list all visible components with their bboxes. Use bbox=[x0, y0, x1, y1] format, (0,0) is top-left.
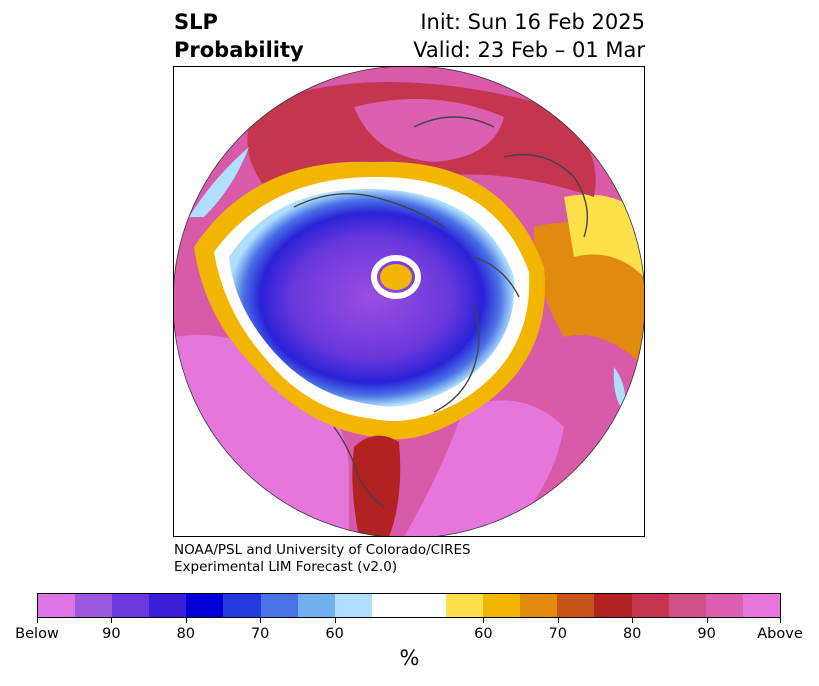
credit-line-1: NOAA/PSL and University of Colorado/CIRE… bbox=[174, 542, 471, 558]
colorbar bbox=[37, 593, 781, 618]
colorbar-segment bbox=[297, 594, 335, 617]
colorbar-segment bbox=[149, 594, 187, 617]
colorbar-unit: % bbox=[399, 646, 420, 670]
colorbar-tick-labels: Below 90 80 70 60 60 70 80 90 Above bbox=[15, 626, 803, 646]
credit: NOAA/PSL and University of Colorado/CIRE… bbox=[174, 542, 471, 576]
colorbar-segment bbox=[75, 594, 113, 617]
colorbar-tick-label: Below bbox=[15, 626, 59, 642]
init-date: Init: Sun 16 Feb 2025 bbox=[420, 10, 645, 34]
colorbar-segment bbox=[557, 594, 595, 617]
colorbar-tick-label: 90 bbox=[102, 626, 121, 642]
region-hudson-white bbox=[371, 255, 421, 299]
colorbar-tick bbox=[483, 618, 485, 623]
colorbar-segment bbox=[186, 594, 224, 617]
colorbar-segment bbox=[520, 594, 558, 617]
coastlines bbox=[293, 116, 589, 508]
title-right: Init: Sun 16 Feb 2025 Valid: 23 Feb – 01… bbox=[413, 8, 645, 64]
colorbar-segment bbox=[371, 594, 409, 617]
colorbar-segment bbox=[334, 594, 372, 617]
region-mexico-red bbox=[352, 435, 401, 536]
colorbar-tick-label: 70 bbox=[548, 626, 568, 642]
region-hudson-yellow bbox=[380, 264, 412, 290]
map-frame bbox=[173, 66, 645, 537]
title-probability: Probability bbox=[174, 38, 304, 62]
valid-range: Valid: 23 Feb – 01 Mar bbox=[413, 38, 645, 62]
colorbar-tick-label: 70 bbox=[250, 626, 270, 642]
colorbar-segment bbox=[260, 594, 298, 617]
region-low-below bbox=[229, 188, 515, 407]
colorbar-segment bbox=[112, 594, 150, 617]
colorbar-segment bbox=[705, 594, 743, 617]
colorbar-ticks bbox=[37, 618, 781, 624]
credit-line-2: Experimental LIM Forecast (v2.0) bbox=[174, 559, 398, 575]
colorbar-tick bbox=[111, 618, 113, 623]
colorbar-tick bbox=[37, 618, 38, 623]
colorbar-tick bbox=[185, 618, 187, 623]
colorbar-tick bbox=[260, 618, 262, 623]
colorbar-tick bbox=[706, 618, 708, 623]
region-siberia-magenta bbox=[354, 99, 504, 162]
colorbar-tick bbox=[632, 618, 634, 623]
colorbar-tick-label: 80 bbox=[622, 626, 642, 642]
probability-map bbox=[174, 67, 644, 536]
colorbar-segment bbox=[594, 594, 632, 617]
colorbar-tick bbox=[557, 618, 559, 623]
title-slp: SLP bbox=[174, 10, 218, 34]
colorbar-tick-label: 60 bbox=[474, 626, 493, 642]
colorbar-segment bbox=[668, 594, 706, 617]
colorbar-tick bbox=[780, 618, 781, 623]
colorbar-segment bbox=[223, 594, 261, 617]
colorbar-segment bbox=[38, 594, 76, 617]
colorbar-segment bbox=[742, 594, 780, 617]
region-aleutian-lightblue bbox=[189, 147, 249, 217]
colorbar-segment bbox=[483, 594, 521, 617]
title-left: SLP Probability bbox=[174, 8, 304, 64]
colorbar-tick-label: 80 bbox=[176, 626, 196, 642]
colorbar-segment bbox=[631, 594, 669, 617]
colorbar-segment bbox=[446, 594, 484, 617]
colorbar-tick-label: 60 bbox=[325, 626, 344, 642]
colorbar-tick bbox=[334, 618, 336, 623]
colorbar-tick-label: 90 bbox=[697, 626, 716, 642]
colorbar-segment bbox=[408, 594, 447, 617]
region-atlantic-above bbox=[404, 400, 564, 536]
colorbar-tick-label: Above bbox=[757, 626, 803, 642]
region-scandinavia-yellow bbox=[564, 194, 644, 277]
region-atlantic-lightblue bbox=[613, 367, 626, 412]
